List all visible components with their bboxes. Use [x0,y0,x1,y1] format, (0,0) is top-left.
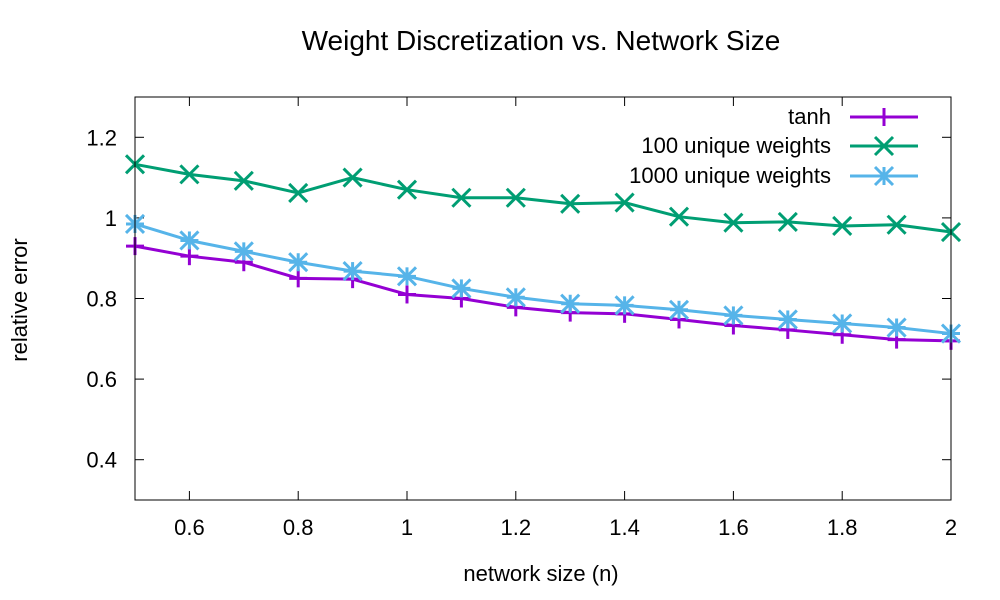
data-point [832,215,853,237]
x-tick-label: 1.2 [501,515,532,540]
series-3 [124,213,962,344]
data-point [342,261,363,282]
data-point [505,287,526,308]
y-tick-label: 1 [105,206,117,231]
data-point [179,164,200,185]
x-tick-label: 1.4 [609,515,640,540]
data-point [668,206,690,227]
data-point [451,278,472,299]
data-point [777,211,798,232]
y-tick-label: 0.6 [86,367,117,392]
x-axis-label: network size (n) [463,561,618,586]
data-point [451,187,472,208]
y-tick-label: 1.2 [86,125,117,150]
data-point [614,192,635,213]
legend-marker [875,108,893,126]
plot-frame [134,96,952,501]
chart-title: Weight Discretization vs. Network Size [302,25,781,56]
data-point [179,230,200,251]
data-point [560,193,581,214]
y-tick-label: 0.4 [86,448,117,473]
data-point [614,295,635,316]
data-point [233,241,254,262]
data-point [289,269,308,288]
series-line [134,244,952,343]
legend-label: 1000 unique weights [629,163,831,188]
axis-ticks: 0.6 0.8 1 1.2 1.4 1.6 1.8 2 0.4 0.6 0.8 1 1.2 [86,97,957,540]
data-point [398,285,416,304]
data-point [886,214,907,235]
legend-marker [873,135,895,157]
data-point [777,309,798,330]
data-point [832,313,853,334]
x-tick-label: 0.6 [174,515,205,540]
data-point [396,179,418,200]
x-tick-label: 0.8 [283,515,314,540]
y-tick-label: 0.8 [86,287,117,312]
x-tick-label: 1.6 [718,515,749,540]
x-tick-label: 2 [945,515,957,540]
series-2 [124,154,962,243]
x-tick-label: 1.8 [827,515,858,540]
data-point [560,293,581,314]
legend: tanh 100 unique weights 1000 unique weight… [629,104,918,188]
series-line [134,222,952,336]
legend-label: tanh [788,104,831,129]
data-point [723,212,744,233]
series-line [134,162,952,234]
data-point [723,305,744,326]
data-point [342,167,363,188]
data-point [886,317,907,338]
data-point [505,187,526,208]
legend-marker [873,165,895,187]
data-point [233,170,254,191]
series-layer [124,154,962,350]
legend-label: 100 unique weights [641,133,831,158]
data-point [288,252,309,273]
y-axis-label: relative error [7,238,32,361]
data-point [288,182,309,203]
x-tick-label: 1 [401,515,413,540]
data-point [396,266,418,287]
data-point [668,299,690,320]
data-point [180,247,199,266]
